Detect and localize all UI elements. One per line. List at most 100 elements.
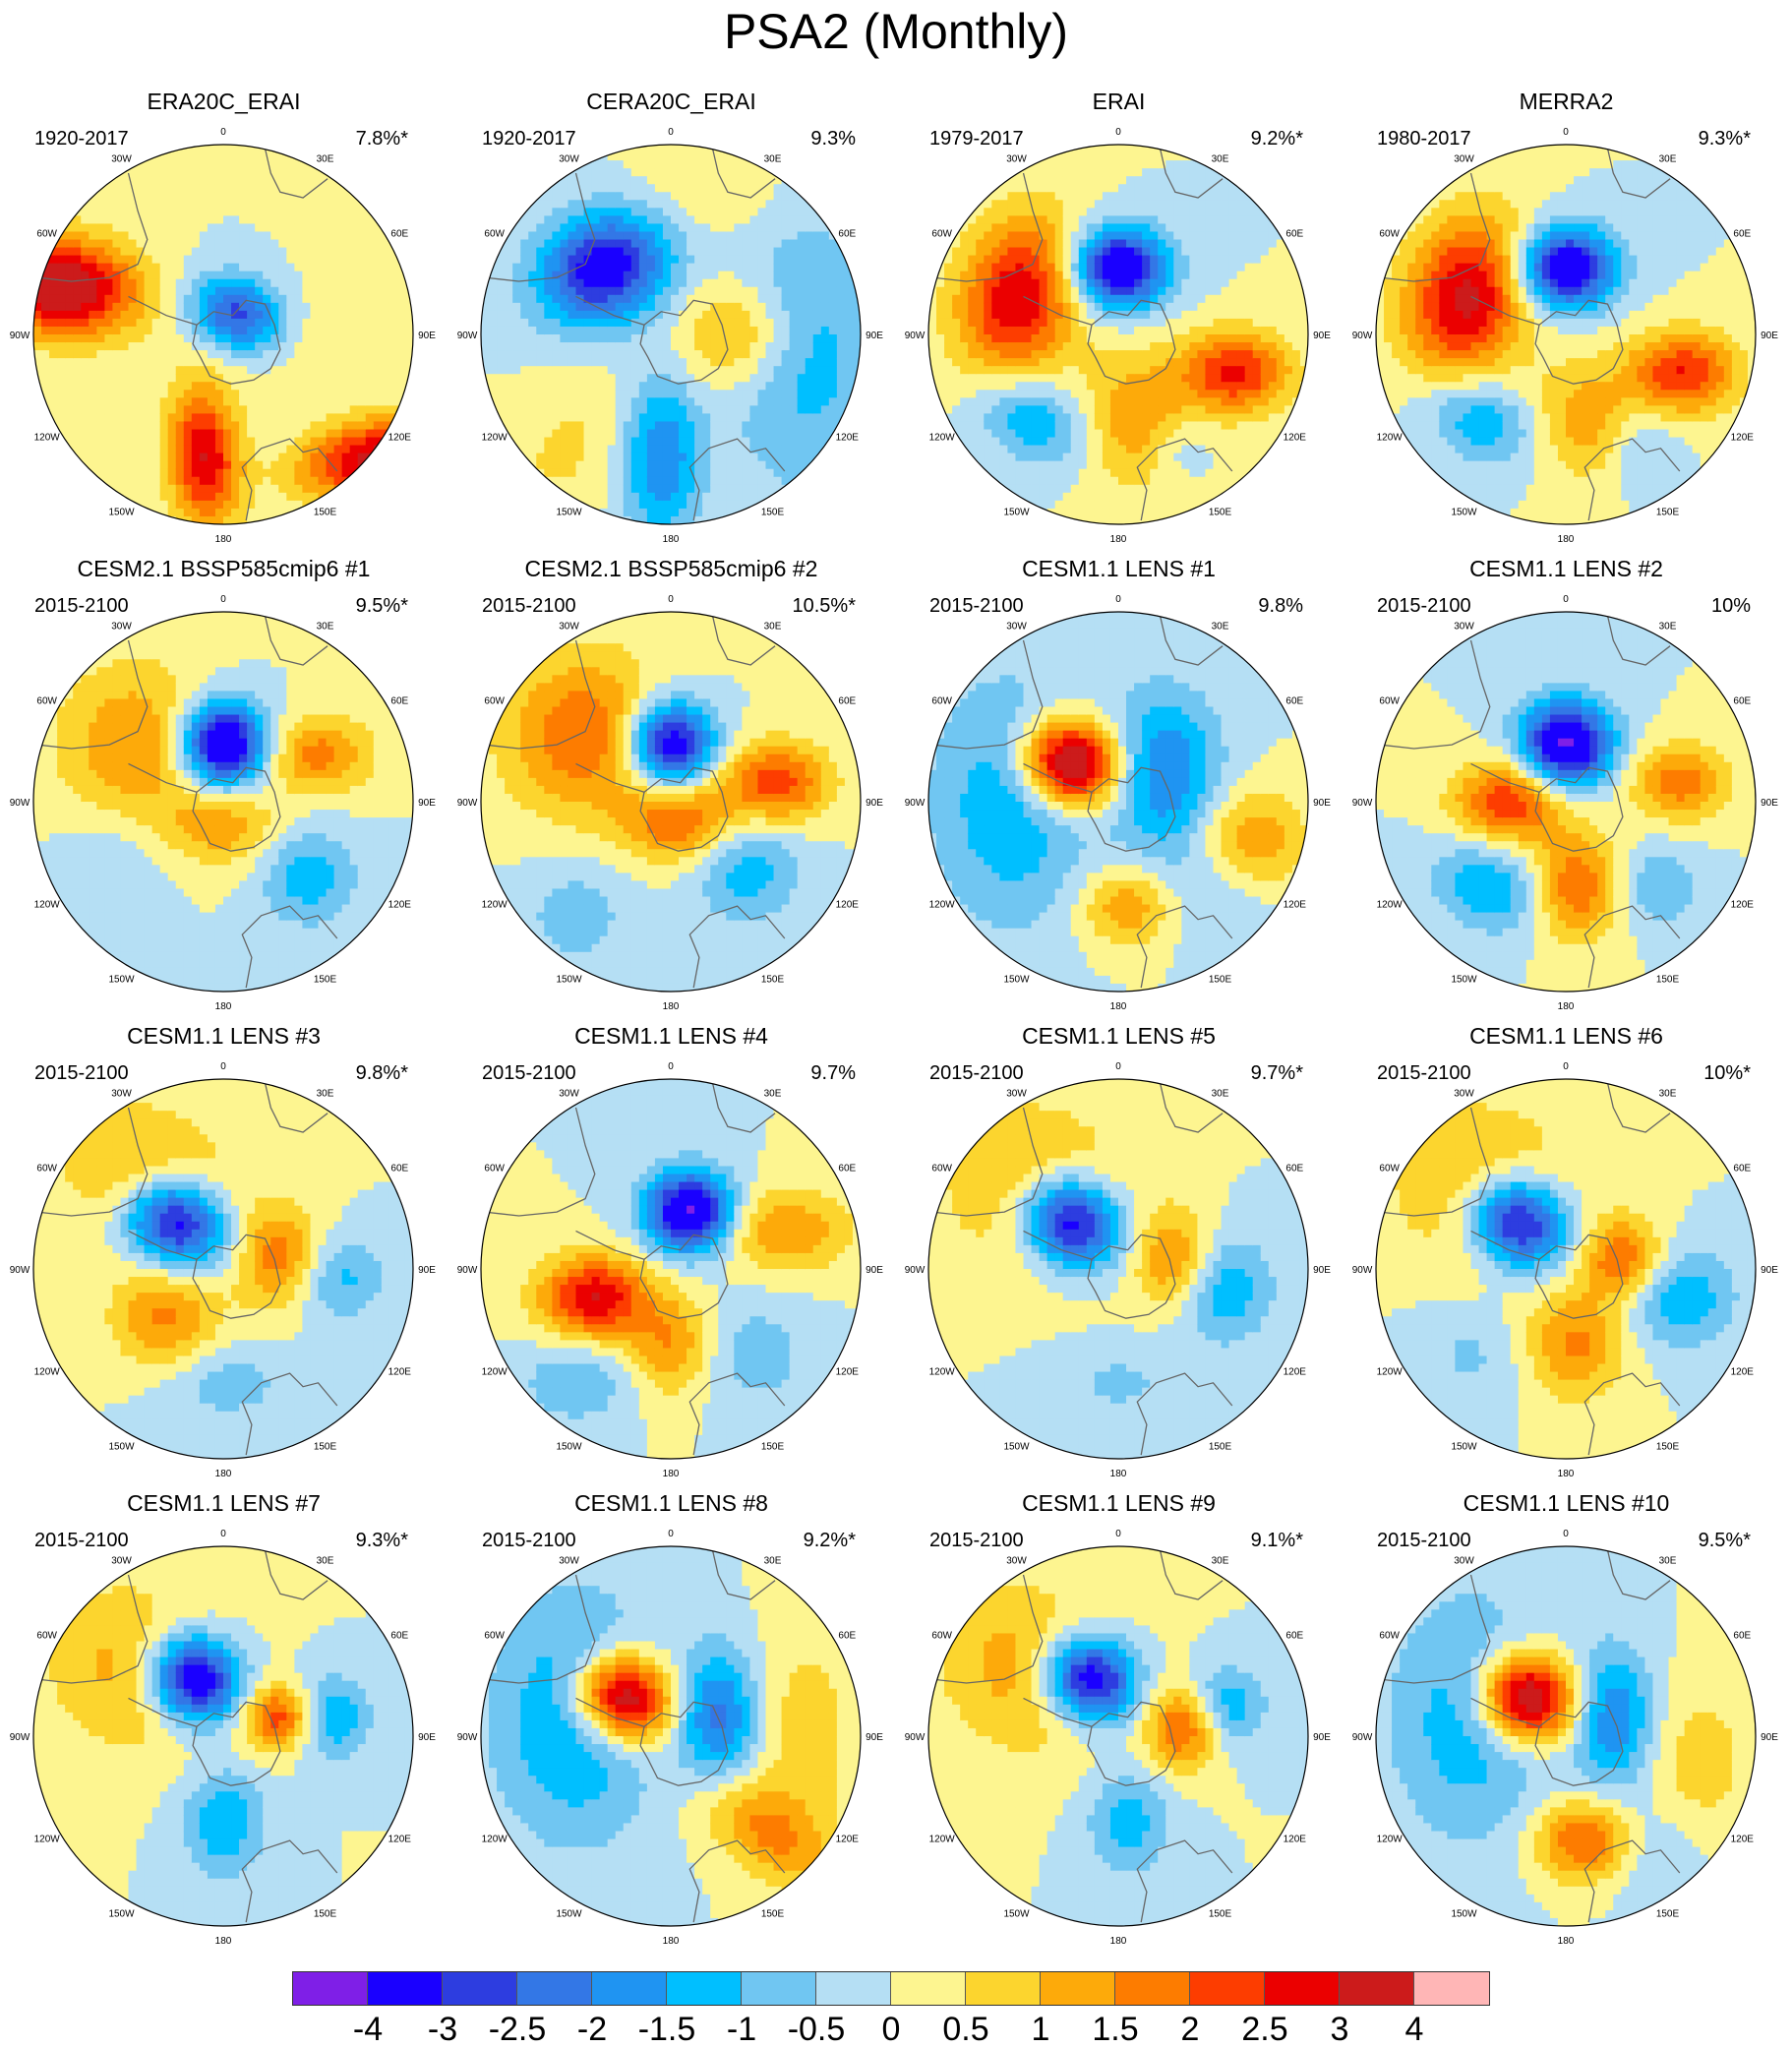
longitude-label: 30E — [317, 154, 334, 165]
longitude-label: 180 — [663, 1001, 680, 1012]
longitude-label: 30E — [1659, 1089, 1677, 1100]
longitude-label: 30E — [317, 1089, 334, 1100]
coastline-overlay — [484, 615, 786, 989]
longitude-label: 150W — [108, 1441, 135, 1452]
longitude-label: 150E — [1209, 1908, 1232, 1919]
longitude-label: 120E — [388, 1835, 412, 1845]
longitude-label: 90W — [1352, 331, 1373, 341]
longitude-label: 90E — [866, 798, 883, 809]
longitude-label: 60E — [838, 696, 856, 707]
longitude-label: 30W — [111, 1089, 132, 1100]
period-label: 2015-2100 — [482, 1060, 576, 1086]
anomaly-field — [1376, 1079, 1756, 1459]
longitude-label: 60W — [484, 1631, 505, 1642]
anomaly-field — [1376, 612, 1756, 992]
longitude-label: 90E — [418, 1265, 436, 1276]
variance-explained: 9.3%* — [1699, 126, 1751, 151]
longitude-label: 120W — [929, 433, 956, 444]
longitude-label: 90W — [905, 331, 926, 341]
colorbar-tick-label: -1.5 — [638, 2011, 696, 2048]
period-label: 2015-2100 — [34, 1528, 129, 1553]
colorbar-swatch — [293, 1972, 368, 2005]
longitude-label: 150E — [314, 1441, 337, 1452]
anomaly-field — [928, 1079, 1308, 1459]
variance-explained: 9.8% — [1258, 593, 1303, 619]
longitude-label: 150E — [314, 1908, 337, 1919]
polar-stereographic-map: 0 30E 60E 90E 120E 150E 180 150W 120W 90W 60W 30W — [10, 127, 437, 545]
longitude-label: 180 — [663, 1936, 680, 1947]
longitude-label: 180 — [1110, 1469, 1127, 1479]
longitude-label: 90W — [457, 1265, 478, 1276]
map-panel: CESM1.1 LENS #8 2015-2100 9.2%* 0 30E 60E 90E 1… — [448, 1488, 895, 1951]
period-label: 2015-2100 — [34, 1060, 129, 1086]
colorbar-tick-label: 1 — [1032, 2011, 1050, 2048]
longitude-label: 60E — [390, 229, 408, 240]
longitude-label: 30E — [1659, 622, 1677, 632]
longitude-label: 30E — [1212, 1556, 1229, 1567]
longitude-label: 120W — [1377, 900, 1404, 911]
variance-explained: 9.3%* — [356, 1528, 408, 1553]
longitude-label: 90E — [866, 1265, 883, 1276]
period-label: 2015-2100 — [929, 1528, 1024, 1553]
map-boundary — [480, 611, 862, 993]
panel-title: CESM1.1 LENS #5 — [895, 1021, 1343, 1051]
longitude-label: 60W — [1379, 229, 1400, 240]
coastline-overlay — [36, 1082, 338, 1456]
longitude-label: 30W — [1454, 1556, 1474, 1567]
longitude-label: 180 — [663, 534, 680, 545]
longitude-label: 60W — [931, 1631, 952, 1642]
map-panel: CESM1.1 LENS #1 2015-2100 9.8% 0 30E 60E 90E 12… — [895, 554, 1343, 1016]
longitude-label: 60W — [36, 696, 57, 707]
longitude-label: 30W — [559, 1089, 579, 1100]
map-boundary — [32, 144, 414, 525]
longitude-label: 150E — [761, 974, 785, 985]
longitude-label: 60W — [931, 696, 952, 707]
longitude-label: 90E — [1313, 331, 1331, 341]
map-panel: CESM1.1 LENS #4 2015-2100 9.7% 0 30E 60E 90E 12… — [448, 1021, 895, 1483]
longitude-label: 90W — [10, 331, 30, 341]
variance-explained: 9.2%* — [1251, 126, 1303, 151]
longitude-label: 180 — [215, 1001, 232, 1012]
polar-stereographic-map: 0 30E 60E 90E 120E 150E 180 150W 120W 90W 60W 30W — [1352, 1529, 1779, 1947]
panel-title: MERRA2 — [1343, 87, 1790, 116]
longitude-label: 30E — [764, 154, 782, 165]
longitude-label: 120W — [1377, 1835, 1404, 1845]
coastline-overlay — [931, 615, 1233, 989]
anomaly-field — [33, 1079, 413, 1459]
longitude-label: 150W — [1003, 1441, 1030, 1452]
map-boundary — [1375, 144, 1757, 525]
longitude-label: 60E — [1285, 1164, 1303, 1175]
longitude-label: 60E — [1733, 229, 1751, 240]
period-label: 2015-2100 — [482, 593, 576, 619]
longitude-label: 150E — [761, 1441, 785, 1452]
anomaly-field — [481, 145, 861, 524]
map-panel: ERA20C_ERAI 1920-2017 7.8%* 0 30E 60E 90E 120E 1… — [0, 87, 448, 549]
map-boundary — [927, 611, 1309, 993]
anomaly-field — [481, 1079, 861, 1459]
longitude-label: 180 — [1110, 1936, 1127, 1947]
polar-stereographic-map: 0 30E 60E 90E 120E 150E 180 150W 120W 90W 60W 30W — [905, 127, 1332, 545]
panel-title: CESM2.1 BSSP585cmip6 #1 — [0, 554, 448, 583]
longitude-label: 60E — [1285, 1631, 1303, 1642]
colorbar-tick-label: 3 — [1331, 2011, 1349, 2048]
longitude-label: 180 — [215, 534, 232, 545]
panel-title: CESM1.1 LENS #4 — [448, 1021, 895, 1051]
longitude-label: 120E — [1284, 1835, 1307, 1845]
panel-title: ERA20C_ERAI — [0, 87, 448, 116]
period-label: 1980-2017 — [1377, 126, 1471, 151]
longitude-label: 30W — [111, 622, 132, 632]
coastline-overlay — [36, 615, 338, 989]
polar-stereographic-map: 0 30E 60E 90E 120E 150E 180 150W 120W 90W 60W 30W — [10, 1061, 437, 1479]
panel-title: CESM2.1 BSSP585cmip6 #2 — [448, 554, 895, 583]
panel-title: CESM1.1 LENS #9 — [895, 1488, 1343, 1518]
longitude-label: 180 — [215, 1936, 232, 1947]
anomaly-field — [33, 145, 413, 524]
longitude-label: 120W — [34, 900, 61, 911]
longitude-label: 90W — [1352, 798, 1373, 809]
longitude-label: 150E — [1656, 1441, 1680, 1452]
longitude-label: 0 — [1563, 594, 1569, 605]
polar-stereographic-map: 0 30E 60E 90E 120E 150E 180 150W 120W 90W 60W 30W — [1352, 1061, 1779, 1479]
longitude-label: 120W — [1377, 1367, 1404, 1378]
longitude-label: 60E — [390, 1164, 408, 1175]
longitude-label: 120E — [1284, 1367, 1307, 1378]
